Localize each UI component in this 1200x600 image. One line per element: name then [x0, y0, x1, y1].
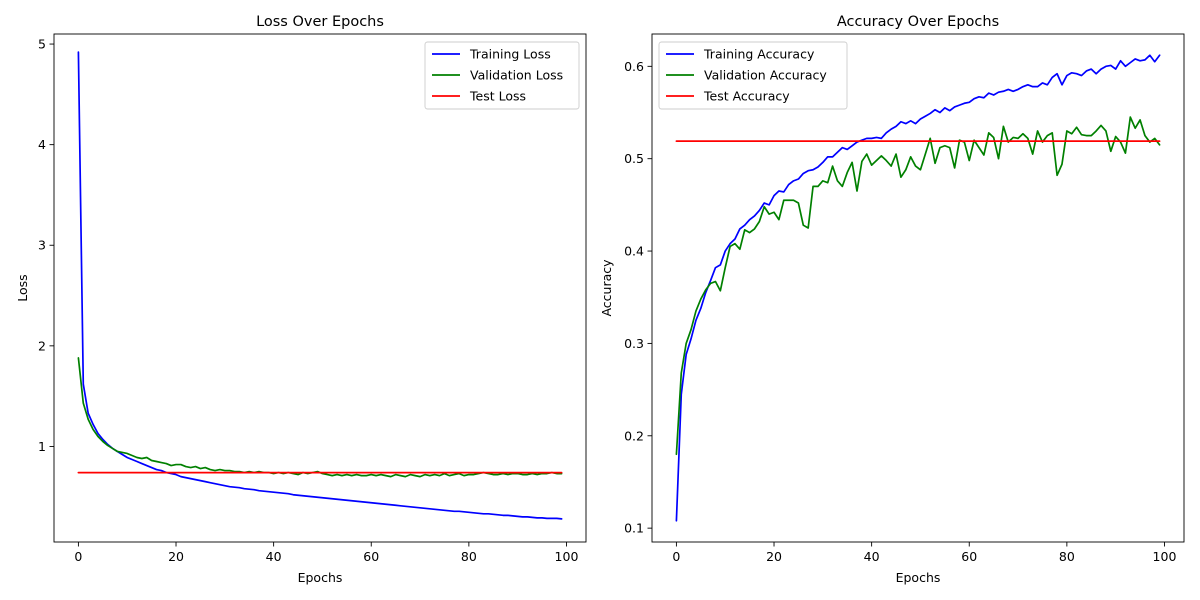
series-line-training-loss — [77, 51, 563, 520]
x-tick-label: 40 — [266, 549, 282, 564]
legend-box — [424, 41, 580, 110]
x-tick-label: 100 — [555, 549, 579, 564]
x-tick-label: 60 — [363, 549, 379, 564]
loss-chart: 0 20 40 60 80 100 1 2 3 4 5 Loss Over Epochs Epochs L… — [15, 14, 587, 585]
x-tick-label: 20 — [766, 549, 782, 564]
legend-entry: Training Loss — [469, 47, 551, 62]
legend: Training Loss Validation Loss Test Loss — [424, 41, 580, 110]
x-axis-label: Epochs — [298, 570, 343, 585]
y-axis-label: Loss — [15, 274, 30, 301]
y-tick-label: 0.6 — [624, 59, 644, 74]
legend-entry: Validation Loss — [470, 68, 563, 83]
y-tick-label: 0.5 — [624, 151, 644, 166]
x-tick-label: 100 — [1153, 549, 1177, 564]
y-tick-label: 1 — [38, 439, 46, 454]
legend-entry: Test Accuracy — [703, 89, 790, 104]
axes-frame — [53, 33, 587, 543]
legend: Training Accuracy Validation Accuracy Test… — [658, 41, 848, 110]
series-line-validation-accuracy — [675, 116, 1161, 456]
accuracy-chart: 0 20 40 60 80 100 0.1 0.2 0.3 0.4 0.5 0.6 Accuracy O… — [599, 14, 1185, 585]
legend-entry: Test Loss — [469, 89, 526, 104]
x-tick-label: 0 — [74, 549, 82, 564]
chart-title: Accuracy Over Epochs — [837, 14, 999, 30]
y-tick-label: 5 — [38, 37, 46, 52]
legend-entry: Validation Accuracy — [704, 68, 827, 83]
chart-title: Loss Over Epochs — [256, 14, 384, 30]
y-tick-label: 2 — [38, 338, 46, 353]
x-tick-label: 80 — [1059, 549, 1075, 564]
y-tick-label: 0.4 — [624, 244, 644, 259]
axes-frame — [651, 33, 1185, 543]
x-axis-label: Epochs — [896, 570, 941, 585]
y-tick-label: 4 — [38, 137, 46, 152]
x-tick-label: 60 — [961, 549, 977, 564]
x-tick-label: 80 — [461, 549, 477, 564]
x-tick-label: 0 — [672, 549, 680, 564]
y-tick-label: 0.3 — [624, 336, 644, 351]
x-tick-label: 40 — [864, 549, 880, 564]
legend-entry: Training Accuracy — [703, 47, 815, 62]
y-axis-label: Accuracy — [599, 259, 614, 317]
y-tick-label: 0.2 — [624, 428, 644, 443]
y-tick-label: 0.1 — [624, 521, 644, 536]
legend-box — [658, 41, 848, 110]
series-line-training-accuracy — [675, 54, 1161, 522]
y-tick-label: 3 — [38, 238, 46, 253]
x-tick-label: 20 — [168, 549, 184, 564]
